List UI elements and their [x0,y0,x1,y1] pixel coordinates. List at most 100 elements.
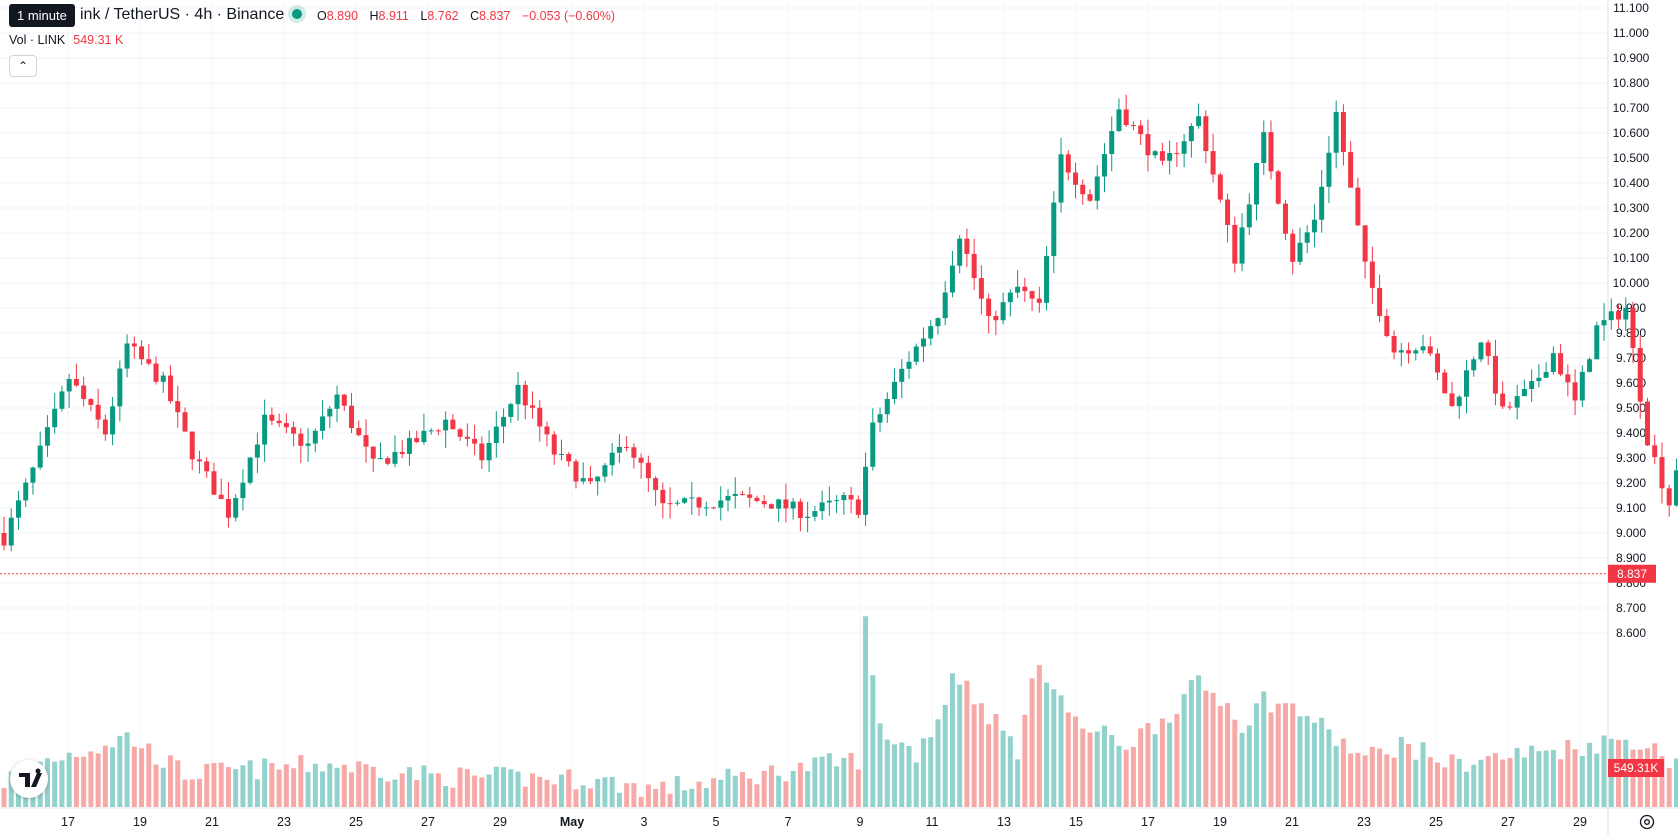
candle-body [1558,353,1564,375]
candle-body [892,381,898,399]
candle-body [1507,406,1513,408]
volume-bar [732,775,738,807]
volume-bar [1203,690,1209,807]
candle-body [544,426,550,435]
volume-bar [855,769,861,807]
candle-body [935,318,941,327]
candle-body [1282,203,1288,234]
candle-body [8,517,14,546]
volume-bar [1,787,7,807]
volume-bar [1138,728,1144,807]
candle-body [131,343,137,347]
volume-bar [1572,749,1578,807]
volume-bar [464,769,470,807]
volume-bar [196,778,202,807]
volume-bar [211,762,217,807]
candle-body [349,405,355,428]
volume-bar [689,788,695,807]
candle-body [81,385,87,400]
candle-body [841,495,847,501]
volume-bar [1225,703,1231,807]
volume-bar [486,774,492,807]
volume-badge-bg [1608,759,1664,777]
candle-body [993,315,999,321]
volume-bar [624,783,630,807]
volume-bar [131,746,137,807]
candle-body [906,361,912,369]
volume-bar [928,737,934,807]
x-axis-tick-label: 29 [493,815,507,829]
candle-body [95,404,101,420]
candle-body [515,384,521,405]
candle-body [624,446,630,448]
x-axis-tick-label: 25 [349,815,363,829]
volume-bar [1196,675,1202,807]
volume-bar [935,719,941,807]
volume-bar [1500,759,1506,807]
volume-bar [1167,722,1173,807]
volume-bar [1297,716,1303,807]
volume-bar [1565,739,1571,807]
x-axis-tick-label: 5 [713,815,720,829]
candle-body [1420,346,1426,351]
volume-bar [312,763,318,807]
candle-body [761,501,767,505]
volume-bar [1587,742,1593,807]
candle-body [558,454,564,456]
candle-body [899,368,905,382]
candle-body [1362,225,1368,262]
volume-bar [1109,735,1115,807]
tradingview-logo-icon[interactable] [10,760,48,798]
candle-body [472,438,478,444]
volume-bar [1087,732,1093,807]
volume-bar [1239,732,1245,807]
volume-bar [421,765,427,807]
collapse-legend-button[interactable]: ⌃ [9,55,37,77]
candle-body [276,420,282,424]
volume-bar [1543,750,1549,807]
volume-bar [1333,745,1339,807]
x-axis-tick-label: 3 [641,815,648,829]
candle-body [414,438,420,443]
volume-bar [406,767,412,807]
volume-bar [776,775,782,807]
candle-body [848,495,854,500]
candle-body [1145,134,1151,156]
volume-bar [1659,756,1665,807]
volume-bar [1442,767,1448,807]
volume-bar [682,790,688,807]
volume-bar [1456,758,1462,807]
candle-body [15,500,21,518]
volume-bar [783,781,789,807]
volume-bar [768,765,774,807]
candle-body [1109,131,1115,155]
volume-bar [501,767,507,807]
candle-body [88,399,94,405]
x-axis-tick-label: 23 [1357,815,1371,829]
candle-body [1167,152,1173,161]
volume-bar [298,755,304,807]
candle-body [37,445,43,468]
candle-body [805,516,811,519]
candle-body [1529,381,1535,389]
candle-body [1572,382,1578,401]
volume-bar [1282,703,1288,807]
candle-body [1427,346,1433,354]
volume-bar [283,764,289,807]
volume-bar [551,784,557,807]
symbol-title[interactable]: ink / TetherUS · 4h · Binance [80,6,285,23]
candle-body [102,419,108,435]
candle-body [978,278,984,299]
candle-body [1196,116,1202,127]
volume-bar [1080,728,1086,807]
candle-body [501,416,507,427]
candle-body [218,494,224,499]
gear-icon[interactable] [1638,813,1656,831]
volume-bar [877,723,883,807]
candle-body [957,238,963,266]
volume-bar [993,713,999,807]
candle-body [537,407,543,427]
y-axis-tick-label: 9.000 [1616,526,1646,540]
volume-bar [153,764,159,807]
